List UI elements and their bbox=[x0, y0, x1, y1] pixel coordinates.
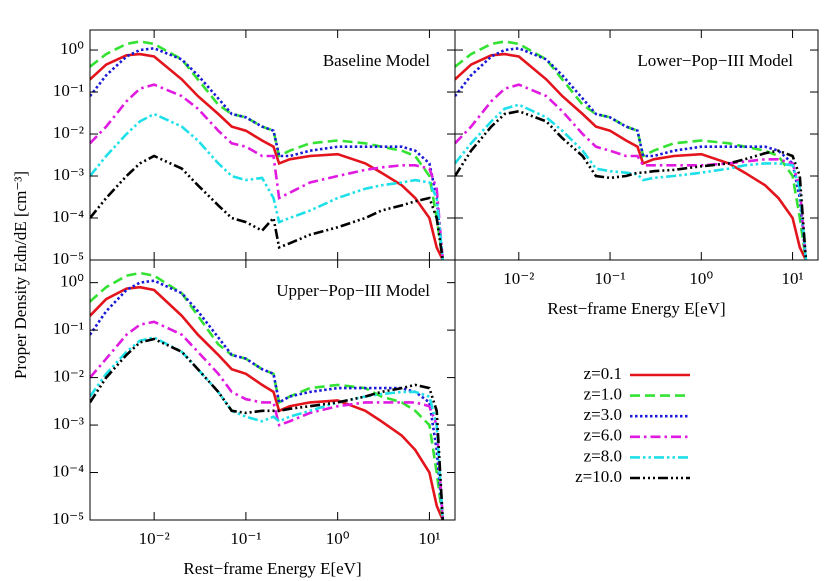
y-tick-label: 10⁻² bbox=[53, 123, 84, 142]
y-tick-label: 10⁻⁴ bbox=[52, 461, 84, 480]
series-line bbox=[90, 46, 445, 260]
legend-label: z=8.0 bbox=[584, 446, 622, 465]
y-tick-label: 10⁻¹ bbox=[53, 81, 84, 100]
y-tick-label: 10⁻³ bbox=[53, 414, 84, 433]
series-line bbox=[90, 285, 444, 520]
legend-label: z=0.1 bbox=[584, 364, 622, 383]
x-tick-label: 10¹ bbox=[418, 529, 440, 548]
x-tick-label: 10⁻² bbox=[503, 269, 534, 288]
series-line bbox=[455, 83, 808, 260]
y-tick-label: 10⁻² bbox=[53, 366, 84, 385]
panel-title: Lower−Pop−III Model bbox=[637, 51, 793, 70]
panel-title: Upper−Pop−III Model bbox=[276, 281, 430, 300]
series-line bbox=[90, 154, 445, 260]
x-tick-label: 10¹ bbox=[782, 269, 804, 288]
series-line bbox=[90, 336, 445, 520]
y-tick-label: 10⁻¹ bbox=[53, 319, 84, 338]
x-tick-label: 10⁻¹ bbox=[230, 529, 261, 548]
series-line bbox=[90, 271, 445, 520]
axes-frame bbox=[89, 259, 456, 521]
x-tick-label: 10⁰ bbox=[326, 529, 350, 548]
x-tick-label: 10⁻¹ bbox=[595, 269, 626, 288]
series-line bbox=[90, 320, 445, 520]
x-axis-label: Rest−frame Energy E[eV] bbox=[183, 559, 361, 578]
legend-label: z=10.0 bbox=[575, 467, 622, 486]
x-axis-label: Rest−frame Energy E[eV] bbox=[547, 299, 725, 318]
series-line bbox=[455, 103, 808, 260]
y-tick-label: 10⁻⁵ bbox=[52, 509, 84, 528]
plot-area bbox=[455, 40, 808, 260]
legend-label: z=3.0 bbox=[584, 405, 622, 424]
series-line bbox=[90, 52, 444, 260]
x-tick-label: 10⁰ bbox=[689, 269, 713, 288]
y-tick-label: 10⁻⁴ bbox=[52, 207, 84, 226]
y-tick-label: 10⁻⁵ bbox=[52, 249, 84, 268]
series-line bbox=[90, 279, 445, 520]
series-line bbox=[90, 337, 445, 520]
series-line bbox=[455, 40, 808, 260]
series-line bbox=[455, 52, 808, 260]
series-line bbox=[455, 109, 808, 260]
y-tick-label: 10⁻³ bbox=[53, 165, 84, 184]
legend-label: z=1.0 bbox=[584, 385, 622, 404]
y-axis-label: Proper Density Edn/dE [cm⁻³] bbox=[11, 171, 30, 379]
plot-area bbox=[90, 40, 445, 260]
series-line bbox=[90, 112, 445, 260]
series-line bbox=[90, 83, 445, 260]
axes-frame bbox=[454, 29, 819, 261]
y-tick-label: 10⁰ bbox=[60, 39, 84, 58]
plot-area bbox=[90, 271, 445, 520]
series-line bbox=[90, 40, 445, 260]
x-tick-label: 10⁻² bbox=[139, 529, 170, 548]
y-tick-label: 10⁰ bbox=[60, 272, 84, 291]
legend-label: z=6.0 bbox=[584, 426, 622, 445]
panel-title: Baseline Model bbox=[323, 51, 430, 70]
series-line bbox=[455, 46, 808, 260]
